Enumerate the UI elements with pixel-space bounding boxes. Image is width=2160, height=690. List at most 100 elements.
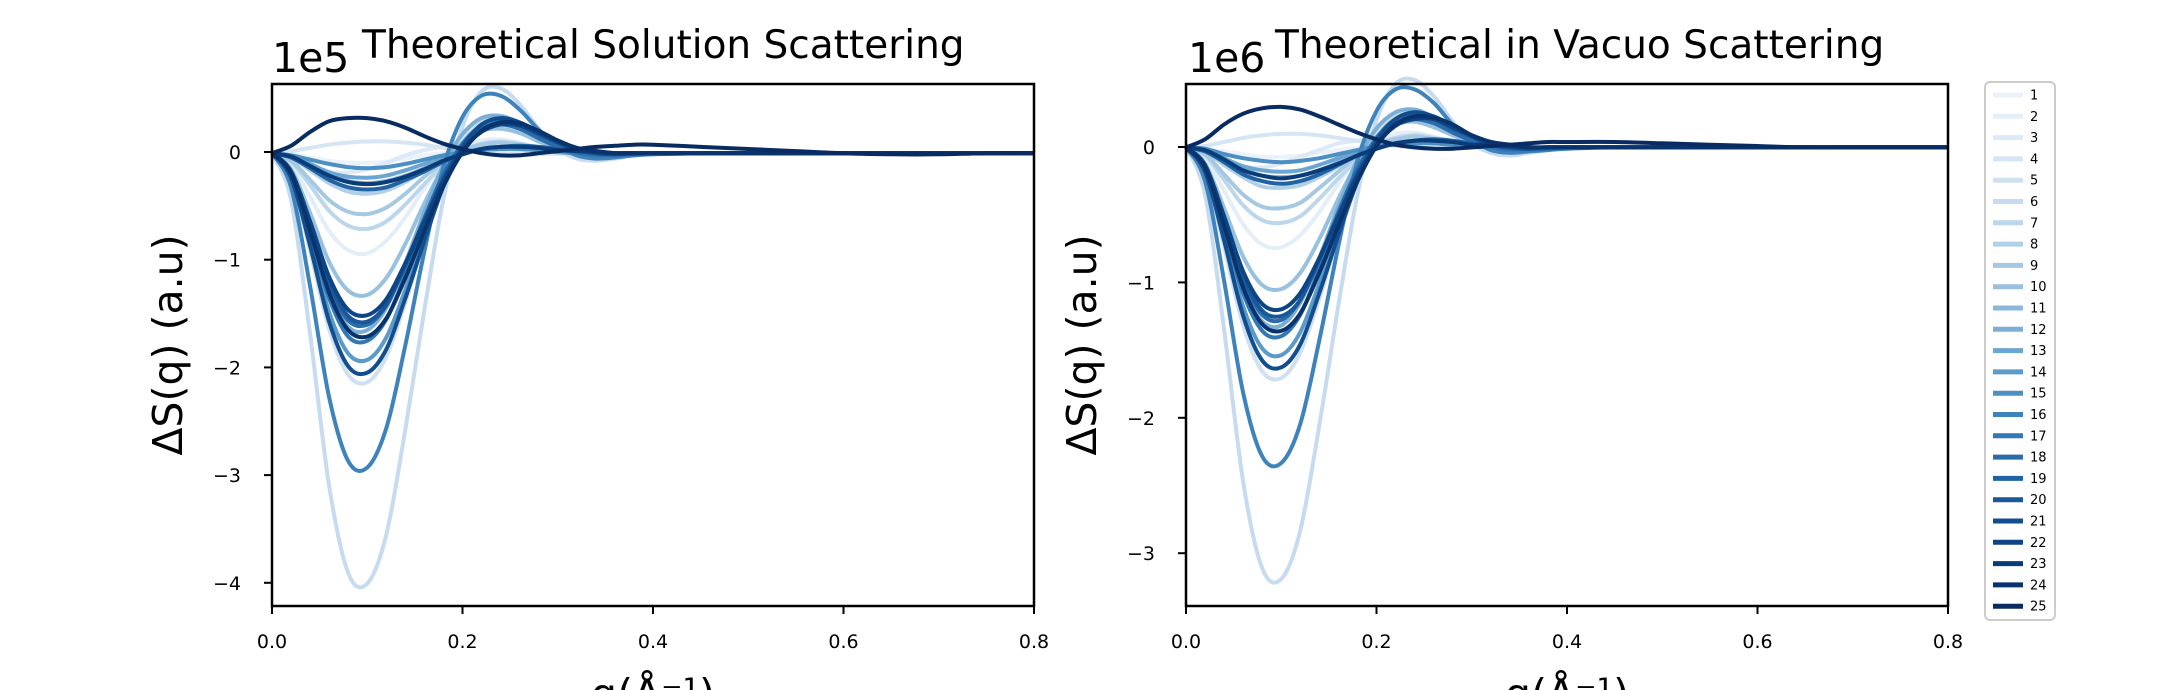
y-tick: 0 [1143,137,1186,159]
series-line-25 [271,115,1035,158]
svg-text:0.4: 0.4 [638,631,668,653]
legend-label: 17 [2030,429,2047,444]
x-tick: 0.2 [1361,606,1392,653]
x-tick: 0.4 [1552,606,1582,653]
y-axis: 0 −1 −2 −3 −4 [213,142,272,595]
legend-entry: 18 [1993,451,2047,466]
plot-area [1184,76,1950,608]
legend-entry: 4 [1993,152,2038,167]
chart-left: 1e5 Theoretical Solution Scattering 0 −1… [144,23,1049,690]
legend-entry: 8 [1993,238,2038,253]
series-line-25 [1185,104,1948,151]
legend-label: 14 [2030,365,2047,380]
legend-entry: 3 [1993,131,2038,146]
legend-entry: 2 [1993,110,2038,125]
legend-label: 21 [2030,515,2047,530]
chart-right: 1e6 Theoretical in Vacuo Scattering 0 −1… [1058,23,1963,690]
y-tick: −3 [213,465,272,487]
y-axis-label: ΔS(q) (a.u) [1058,234,1106,455]
svg-text:0: 0 [229,142,241,164]
y-tick: −1 [213,250,272,272]
chart-title: Theoretical Solution Scattering [361,23,965,68]
legend-label: 13 [2030,344,2047,359]
svg-text:−3: −3 [213,465,241,487]
legend-entry: 12 [1993,323,2047,338]
x-tick: 0.0 [257,606,287,653]
y-tick: −2 [213,357,272,379]
y-axis: 0 −1 −2 −3 [1127,137,1186,565]
series-lines [270,84,1035,590]
legend-label: 25 [2030,600,2047,615]
y-offset-label: 1e5 [272,34,349,82]
legend-entry: 6 [1993,195,2038,210]
legend-entry: 20 [1993,493,2047,508]
svg-text:0: 0 [1143,137,1155,159]
x-tick: 0.2 [447,606,478,653]
series-lines [1184,76,1948,585]
legend-label: 8 [2030,238,2038,253]
legend-label: 9 [2030,259,2038,274]
x-tick: 0.6 [1742,606,1773,653]
svg-text:0.8: 0.8 [1019,631,1049,653]
x-tick: 0.4 [638,606,668,653]
legend-label: 11 [2030,302,2047,317]
y-axis-label: ΔS(q) (a.u) [144,234,192,455]
chart-title: Theoretical in Vacuo Scattering [1274,23,1884,68]
legend-label: 4 [2030,152,2038,167]
legend-label: 22 [2030,536,2047,551]
legend-label: 15 [2030,387,2047,402]
x-tick: 0.0 [1171,606,1201,653]
legend-entry: 11 [1993,302,2047,317]
series-line-16 [1184,85,1948,469]
y-tick: −4 [213,573,272,595]
x-axis: 0.0 0.2 0.4 0.6 0.8 [257,606,1049,653]
legend-entry: 9 [1993,259,2038,274]
legend-label: 18 [2030,451,2047,466]
legend-entry: 15 [1993,387,2047,402]
svg-text:0.4: 0.4 [1552,631,1582,653]
legend-label: 19 [2030,472,2047,487]
y-tick: −1 [1127,272,1186,294]
legend-label: 20 [2030,493,2047,508]
legend-label: 3 [2030,131,2038,146]
y-tick: −3 [1127,543,1186,565]
series-line-5 [270,114,1034,386]
legend: 1234567891011121314151617181920212223242… [1984,81,2056,621]
svg-text:−2: −2 [1127,408,1155,430]
legend-label: 1 [2030,89,2038,104]
y-offset-label: 1e6 [1188,34,1265,82]
svg-text:0.0: 0.0 [257,631,287,653]
x-tick: 0.6 [828,606,859,653]
legend-entry: 10 [1993,280,2047,295]
svg-text:−4: −4 [213,573,241,595]
series-line-16 [270,91,1034,473]
svg-text:−3: −3 [1127,543,1155,565]
legend-label: 16 [2030,408,2047,423]
x-tick: 0.8 [1933,606,1963,653]
legend-entry: 14 [1993,365,2047,380]
legend-label: 2 [2030,110,2038,125]
legend-entry: 23 [1993,557,2047,572]
legend-entries: 1234567891011121314151617181920212223242… [1993,89,2047,615]
legend-entry: 1 [1993,89,2038,104]
svg-text:0.6: 0.6 [828,631,858,653]
y-tick: 0 [229,142,272,164]
legend-entry: 16 [1993,408,2047,423]
legend-entry: 24 [1993,578,2047,593]
legend-entry: 17 [1993,429,2047,444]
legend-entry: 22 [1993,536,2047,551]
legend-entry: 21 [1993,515,2047,530]
svg-text:0.8: 0.8 [1933,631,1963,653]
legend-label: 5 [2030,174,2038,189]
svg-text:0.0: 0.0 [1171,631,1201,653]
x-axis: 0.0 0.2 0.4 0.6 0.8 [1171,606,1963,653]
legend-entry: 7 [1993,216,2038,231]
svg-text:0.2: 0.2 [447,631,477,653]
legend-label: 7 [2030,216,2038,231]
svg-text:0.6: 0.6 [1742,631,1772,653]
legend-entry: 13 [1993,344,2047,359]
x-axis-label: q(Å⁻¹) [591,670,715,690]
legend-entry: 25 [1993,600,2047,615]
legend-label: 23 [2030,557,2047,572]
